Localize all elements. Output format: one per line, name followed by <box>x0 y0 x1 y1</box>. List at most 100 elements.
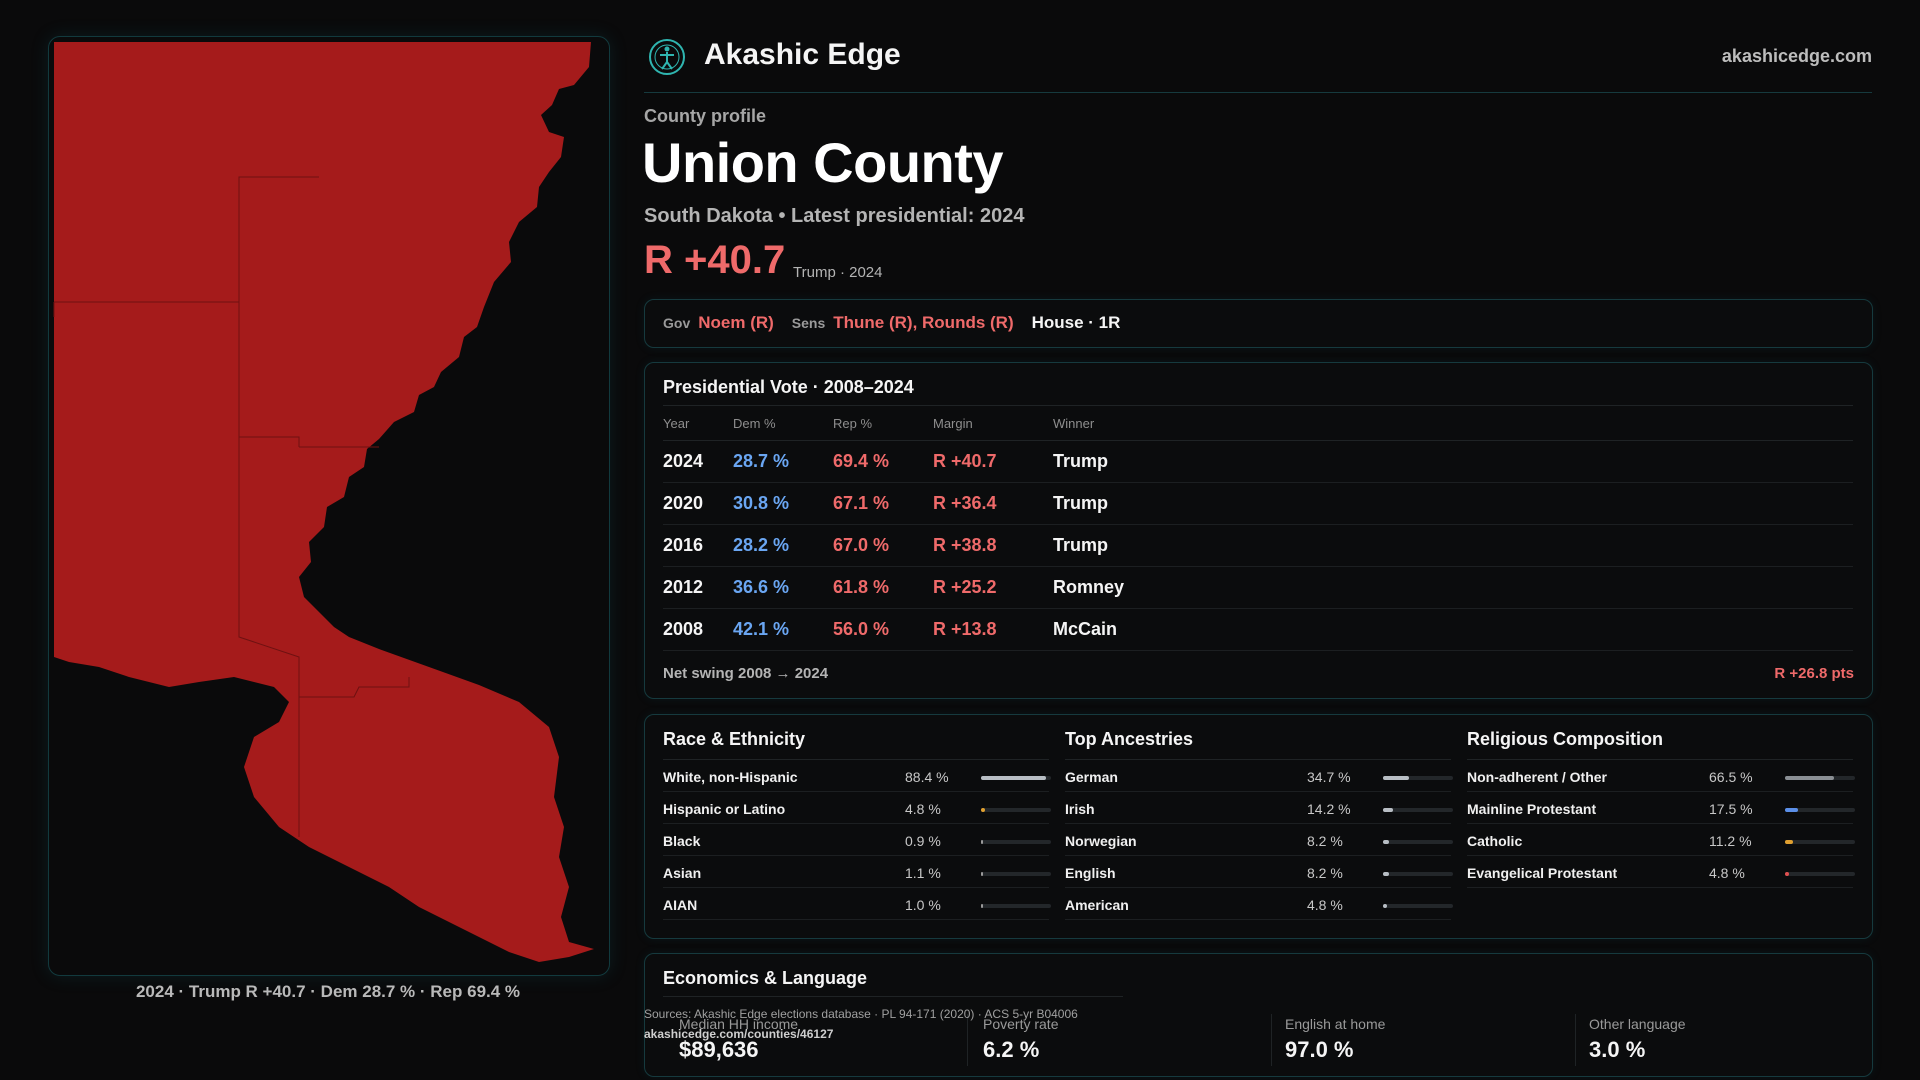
race-bar-track <box>981 808 1051 812</box>
table-row: 2020 30.8 % 67.1 % R +36.4 Trump <box>663 482 1853 525</box>
race-row: Black 0.9 % <box>663 824 1051 856</box>
header: Akashic Edge akashicedge.com <box>644 30 1872 93</box>
table-row: 2008 42.1 % 56.0 % R +13.8 McCain <box>663 608 1853 651</box>
ancestry-bar-track <box>1383 872 1453 876</box>
headline-margin: R +40.7 <box>644 238 786 282</box>
religion-bar-track <box>1785 840 1855 844</box>
col-margin: Margin <box>933 405 1053 441</box>
race-bar-fill <box>981 840 983 844</box>
religion-row: Catholic 11.2 % <box>1467 824 1855 856</box>
cell-winner: Trump <box>1053 524 1853 567</box>
ancestry-row: American 4.8 % <box>1065 888 1453 920</box>
presidential-card: Presidential Vote · 2008–2024 Year Dem %… <box>644 362 1873 699</box>
race-name: Asian <box>663 865 702 881</box>
religion-bar-fill <box>1785 840 1794 844</box>
cell-year: 2008 <box>663 608 733 651</box>
race-bar-fill <box>981 808 985 812</box>
sources-note: Sources: Akashic Edge elections database… <box>644 1004 1078 1044</box>
race-row: Asian 1.1 % <box>663 856 1051 888</box>
religion-name: Catholic <box>1467 833 1523 849</box>
religion-value: 4.8 % <box>1709 865 1745 881</box>
cell-dem: 28.2 % <box>733 524 833 567</box>
governor-name: Noem (R) <box>698 313 774 332</box>
econ-other-language: Other language 3.0 % <box>1589 1016 1686 1062</box>
headline-margin-note: Trump · 2024 <box>793 264 883 281</box>
cell-rep: 56.0 % <box>833 608 933 651</box>
race-bar-fill <box>981 776 1046 780</box>
race-row: Hispanic or Latino 4.8 % <box>663 792 1051 824</box>
ancestry-name: American <box>1065 897 1129 913</box>
col-dem: Dem % <box>733 405 833 441</box>
cell-margin: R +40.7 <box>933 440 1053 483</box>
religion-value: 17.5 % <box>1709 801 1753 817</box>
race-name: White, non-Hispanic <box>663 769 798 785</box>
col-rep: Rep % <box>833 405 933 441</box>
race-value: 1.1 % <box>905 865 941 881</box>
cell-winner: Romney <box>1053 566 1853 609</box>
gov-label: Gov <box>663 315 691 331</box>
compass-person-icon <box>649 39 685 75</box>
ancestry-bar-fill <box>1383 904 1387 908</box>
cell-dem: 30.8 % <box>733 482 833 525</box>
religion-row: Evangelical Protestant 4.8 % <box>1467 856 1855 888</box>
ancestry-value: 8.2 % <box>1307 865 1343 881</box>
religion-name: Mainline Protestant <box>1467 801 1597 817</box>
religion-title: Religious Composition <box>1467 729 1853 760</box>
house-delegation: House · 1R <box>1031 313 1121 332</box>
sens-label: Sens <box>791 315 826 331</box>
religion-row: Non-adherent / Other 66.5 % <box>1467 760 1855 792</box>
cell-margin: R +38.8 <box>933 524 1053 567</box>
cell-margin: R +25.2 <box>933 566 1053 609</box>
race-bar-track <box>981 840 1051 844</box>
county-shape <box>54 42 594 962</box>
ancestry-column: Top Ancestries German 34.7 % Irish 14.2 % No… <box>1065 729 1453 920</box>
race-value: 0.9 % <box>905 833 941 849</box>
ancestry-name: Irish <box>1065 801 1095 817</box>
religion-value: 11.2 % <box>1709 833 1752 849</box>
econ-median-income: Median HH income $89,636 <box>679 1016 799 1062</box>
ancestry-name: Norwegian <box>1065 833 1137 849</box>
ancestry-bar-fill <box>1383 808 1394 812</box>
ancestry-name: English <box>1065 865 1116 881</box>
ancestry-bar-fill <box>1383 776 1409 780</box>
cell-winner: Trump <box>1053 482 1853 525</box>
race-bar-fill <box>981 872 983 876</box>
religion-bar-fill <box>1785 808 1798 812</box>
economics-card: Economics & Language Median HH income $8… <box>644 953 1873 1077</box>
cell-margin: R +13.8 <box>933 608 1053 651</box>
religion-bar-fill <box>1785 872 1789 876</box>
ancestry-value: 14.2 % <box>1307 801 1351 817</box>
econ-english-home: English at home 97.0 % <box>1285 1016 1386 1062</box>
col-year: Year <box>663 405 733 441</box>
ancestry-name: German <box>1065 769 1118 785</box>
ancestry-bar-fill <box>1383 840 1390 844</box>
cell-year: 2024 <box>663 440 733 483</box>
map-caption: 2024 · Trump R +40.7 · Dem 28.7 % · Rep … <box>135 982 521 1001</box>
ancestry-bar-track <box>1383 776 1453 780</box>
sources-text: Sources: Akashic Edge elections database… <box>644 1007 1078 1021</box>
col-winner: Winner <box>1053 405 1853 441</box>
sources-url[interactable]: akashicedge.com/counties/46127 <box>644 1027 834 1041</box>
presidential-title: Presidential Vote · 2008–2024 <box>663 377 914 397</box>
ancestry-bar-track <box>1383 808 1453 812</box>
table-row: 2024 28.7 % 69.4 % R +40.7 Trump <box>663 440 1853 483</box>
race-bar-track <box>981 776 1051 780</box>
site-link[interactable]: akashicedge.com <box>1721 46 1872 66</box>
race-name: Hispanic or Latino <box>663 801 786 817</box>
cell-dem: 28.7 % <box>733 440 833 483</box>
ancestry-bar-track <box>1383 840 1453 844</box>
race-bar-fill <box>981 904 983 908</box>
economics-title: Economics & Language <box>663 968 868 988</box>
cell-rep: 67.0 % <box>833 524 933 567</box>
table-header-row: Year Dem % Rep % Margin Winner <box>663 405 1853 441</box>
township-lines <box>53 176 410 837</box>
cell-winner: McCain <box>1053 608 1853 651</box>
cell-rep: 61.8 % <box>833 566 933 609</box>
race-name: Black <box>663 833 701 849</box>
race-name: AIAN <box>663 897 698 913</box>
religion-bar-track <box>1785 872 1855 876</box>
county-map-panel <box>48 36 610 976</box>
cell-margin: R +36.4 <box>933 482 1053 525</box>
cell-winner: Trump <box>1053 440 1853 483</box>
ancestry-bar-track <box>1383 904 1453 908</box>
